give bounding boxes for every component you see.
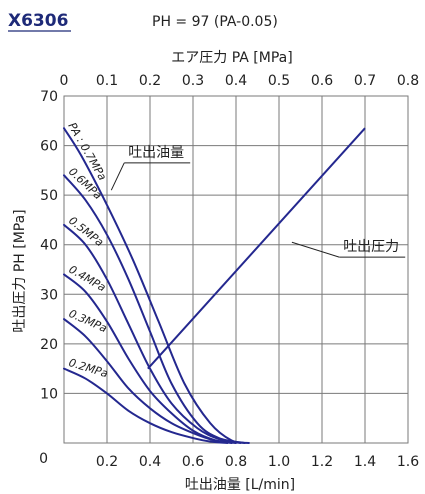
top-axis-tick: 0 bbox=[60, 73, 69, 89]
model-number: X6306 bbox=[8, 11, 68, 31]
x-axis-tick: 0.6 bbox=[182, 454, 204, 470]
x-axis-tick: 1.2 bbox=[311, 454, 333, 470]
flow-curve bbox=[63, 174, 246, 444]
top-axis-tick: 0.5 bbox=[268, 73, 290, 89]
pressure-formula: PH = 97 (PA-0.05) bbox=[152, 14, 278, 30]
top-axis-tick: 0.1 bbox=[96, 73, 118, 89]
x-axis-tick: 0.2 bbox=[96, 454, 118, 470]
top-axis-label: エア圧力 PA [MPa] bbox=[171, 50, 292, 66]
top-axis-tick: 0.8 bbox=[397, 73, 419, 89]
annotation-leader bbox=[291, 241, 340, 258]
annotation-label: 吐出油量 bbox=[128, 145, 184, 161]
top-axis-tick: 0.4 bbox=[225, 73, 247, 89]
annotation-label: 吐出圧力 bbox=[343, 239, 399, 255]
y-axis-tick: 30 bbox=[40, 287, 58, 303]
annotation-leader bbox=[110, 162, 125, 191]
flow-curve bbox=[63, 223, 242, 444]
top-axis-tick: 0.6 bbox=[311, 73, 333, 89]
x-axis-tick: 0.4 bbox=[139, 454, 161, 470]
flow-curve bbox=[63, 127, 250, 444]
flow-curve bbox=[63, 318, 233, 444]
x-axis-tick: 1.0 bbox=[268, 454, 290, 470]
tick-labels: 0 0.1 0.2 0.3 0.4 0.5 0.6 0.7 0.8 0.2 0.4 0.6 0.8 1.0… bbox=[39, 73, 419, 470]
x-axis-label: 吐出油量 [L/min] bbox=[185, 477, 295, 493]
x-axis-tick: 1.4 bbox=[354, 454, 376, 470]
flow-curve bbox=[63, 367, 229, 444]
y-axis-label: 吐出圧力 PH [MPa] bbox=[12, 209, 28, 332]
curves bbox=[63, 127, 366, 444]
y-axis-tick: 10 bbox=[40, 386, 58, 402]
y-axis-tick: 50 bbox=[40, 188, 58, 204]
y-axis-tick: 20 bbox=[40, 337, 58, 353]
top-axis-tick: 0.2 bbox=[139, 73, 161, 89]
y-axis-tick: 70 bbox=[40, 89, 58, 105]
grid bbox=[63, 95, 409, 444]
x-axis-tick: 0.8 bbox=[225, 454, 247, 470]
y-axis-tick: 0 bbox=[39, 451, 48, 467]
y-axis-tick: 60 bbox=[40, 139, 58, 155]
y-axis-tick: 40 bbox=[40, 238, 58, 254]
x-axis-tick: 1.6 bbox=[397, 454, 419, 470]
top-axis-tick: 0.3 bbox=[182, 73, 204, 89]
top-axis-tick: 0.7 bbox=[354, 73, 376, 89]
pressure-line bbox=[147, 127, 366, 370]
